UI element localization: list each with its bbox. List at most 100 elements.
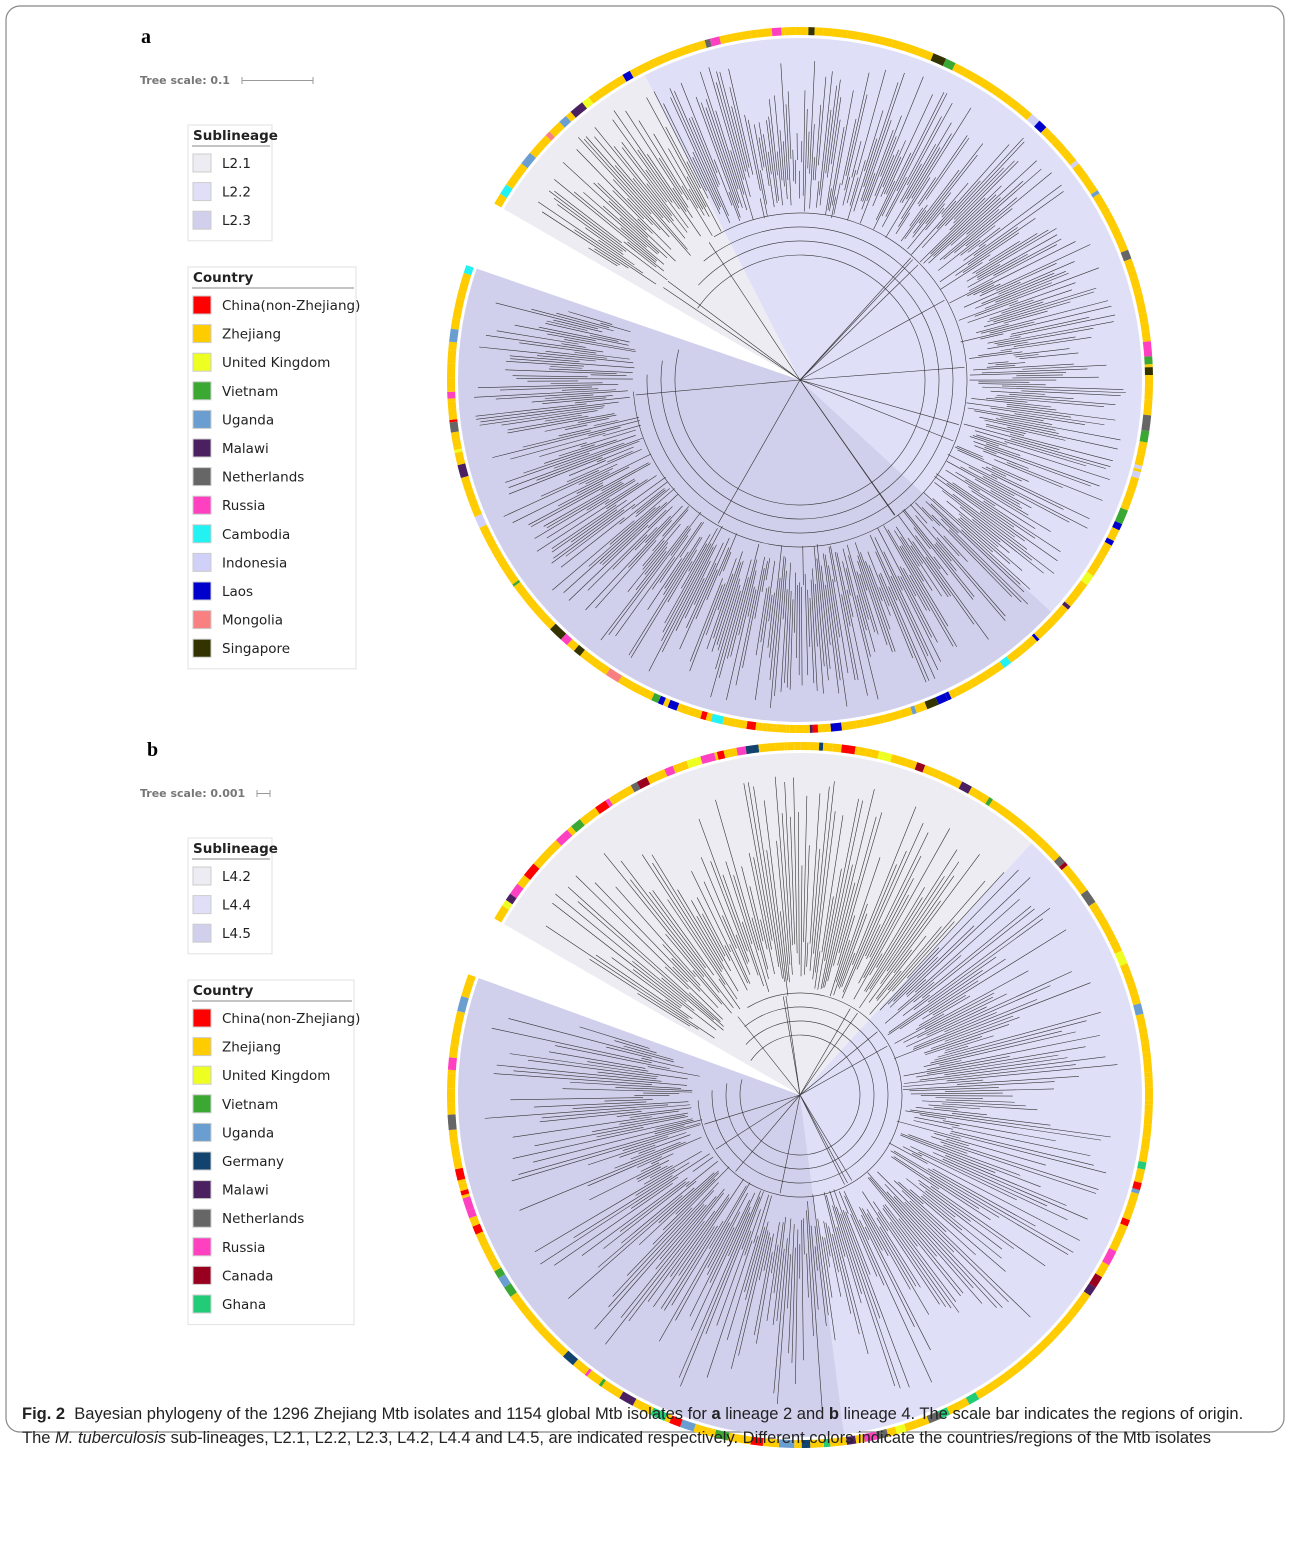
country-ring-segment bbox=[617, 675, 625, 684]
tree-branch bbox=[917, 993, 1007, 1038]
country-ring-segment bbox=[515, 1298, 531, 1316]
country-ring-segment bbox=[1008, 1365, 1019, 1377]
country-ring-segment bbox=[1040, 127, 1052, 138]
country-ring-segment bbox=[522, 592, 531, 601]
tree-branch bbox=[768, 99, 778, 176]
sublineage-sector bbox=[503, 753, 1032, 1095]
legend-swatch bbox=[192, 495, 212, 515]
country-ring-segment bbox=[1144, 1087, 1153, 1101]
tree-branch bbox=[900, 576, 933, 638]
tree-branch bbox=[923, 194, 997, 264]
tree-branch bbox=[669, 88, 731, 224]
tree-branch bbox=[609, 488, 675, 545]
tree-branch bbox=[570, 509, 618, 543]
country-ring-segment bbox=[795, 724, 810, 733]
tree-branch bbox=[902, 1079, 984, 1087]
tree-branch bbox=[723, 551, 732, 572]
country-ring-segment bbox=[452, 1157, 463, 1170]
country-ring-segment bbox=[460, 475, 474, 493]
country-ring-segment bbox=[1114, 950, 1128, 967]
legend-label: Zhejiang bbox=[222, 1040, 281, 1056]
tree-branch bbox=[844, 94, 868, 191]
country-ring-segment bbox=[954, 682, 971, 696]
tree-branch bbox=[622, 1136, 669, 1151]
legend-label: Russia bbox=[222, 1240, 265, 1256]
country-ring-segment bbox=[1018, 644, 1028, 654]
tree-branch bbox=[977, 264, 1001, 278]
tree-branch bbox=[866, 1208, 930, 1315]
country-ring-segment bbox=[448, 341, 458, 351]
tree-branch bbox=[595, 954, 689, 1019]
tree-stem bbox=[799, 1094, 845, 1185]
country-ring-segment bbox=[529, 142, 545, 158]
tree-branch bbox=[882, 1205, 957, 1302]
tree-branch bbox=[731, 1221, 769, 1369]
tree-branch bbox=[568, 1187, 695, 1299]
tree-branch bbox=[628, 1220, 705, 1322]
country-ring-segment bbox=[448, 408, 458, 420]
tree-branch bbox=[903, 1056, 1010, 1077]
tree-branch bbox=[955, 471, 1029, 516]
tree-branch bbox=[809, 124, 815, 209]
tree-branch bbox=[1008, 282, 1076, 307]
tree-branch bbox=[974, 478, 1020, 505]
tree-branch bbox=[574, 229, 657, 285]
tree-branch bbox=[495, 302, 598, 330]
country-ring-segment bbox=[451, 1022, 463, 1038]
tree-branch bbox=[947, 454, 998, 480]
tree-branch bbox=[637, 1156, 663, 1168]
caption-segment: sub-lineages, L2.1, L2.2, L2.3, L4.2, L4… bbox=[166, 1429, 1212, 1447]
country-ring-segment bbox=[571, 819, 585, 833]
tree-branch bbox=[608, 511, 702, 636]
country-ring-segment bbox=[847, 30, 860, 40]
tree-branch bbox=[729, 944, 748, 984]
tree-branch bbox=[930, 185, 1002, 255]
tree-branch bbox=[873, 152, 912, 230]
legend-label: Malawi bbox=[222, 1183, 269, 1199]
tree-branch bbox=[646, 183, 672, 216]
legend-label: L2.2 bbox=[222, 185, 251, 201]
country-ring-segment bbox=[966, 680, 974, 690]
tree-branch bbox=[859, 861, 960, 1009]
caption-segment: lineage 4. The scale bar indicates the r… bbox=[22, 1405, 1248, 1447]
tree-branch bbox=[817, 896, 834, 990]
tree-branch bbox=[971, 398, 1052, 408]
tree-branch bbox=[960, 466, 1015, 497]
tree-branch bbox=[933, 160, 1037, 257]
country-ring-segment bbox=[453, 446, 462, 451]
country-ring-segment bbox=[761, 742, 777, 753]
tree-branch bbox=[792, 149, 795, 182]
country-ring-segment bbox=[817, 723, 832, 733]
legend-label: L4.5 bbox=[222, 926, 251, 942]
caption: Fig. 2 Bayesian phylogeny of the 1296 Zh… bbox=[22, 1402, 1268, 1450]
country-ring-segment bbox=[800, 742, 810, 751]
legend-swatch bbox=[192, 153, 212, 173]
country-ring-segment bbox=[795, 27, 809, 36]
tree-branch bbox=[894, 970, 1029, 1044]
tree-branch bbox=[931, 514, 1013, 597]
tree-branch bbox=[726, 1235, 759, 1341]
tree-branch bbox=[522, 430, 591, 448]
country-ring-segment bbox=[479, 524, 493, 540]
tree-branch bbox=[854, 542, 893, 653]
tree-branch bbox=[821, 815, 844, 953]
country-ring-segment bbox=[458, 277, 470, 293]
tree-branch bbox=[546, 320, 588, 331]
tree-branch bbox=[648, 546, 714, 672]
tree-branch bbox=[909, 207, 924, 227]
tree-branch bbox=[887, 926, 942, 991]
tree-branch bbox=[936, 180, 981, 229]
tree-branch bbox=[806, 1253, 809, 1298]
tree-branch bbox=[984, 282, 1053, 309]
country-ring-segment bbox=[719, 33, 733, 45]
tree-branch bbox=[926, 1006, 987, 1036]
tree-branch bbox=[1007, 426, 1066, 441]
tree-branch bbox=[880, 572, 927, 683]
tree-branch bbox=[944, 1015, 1014, 1042]
tree-arc bbox=[725, 1020, 875, 1170]
tree-branch bbox=[1006, 462, 1103, 501]
country-ring-segment bbox=[733, 1433, 741, 1443]
legend-title: Sublineage bbox=[193, 841, 278, 857]
tree-branch bbox=[966, 402, 1071, 418]
tree-branch bbox=[913, 143, 984, 234]
